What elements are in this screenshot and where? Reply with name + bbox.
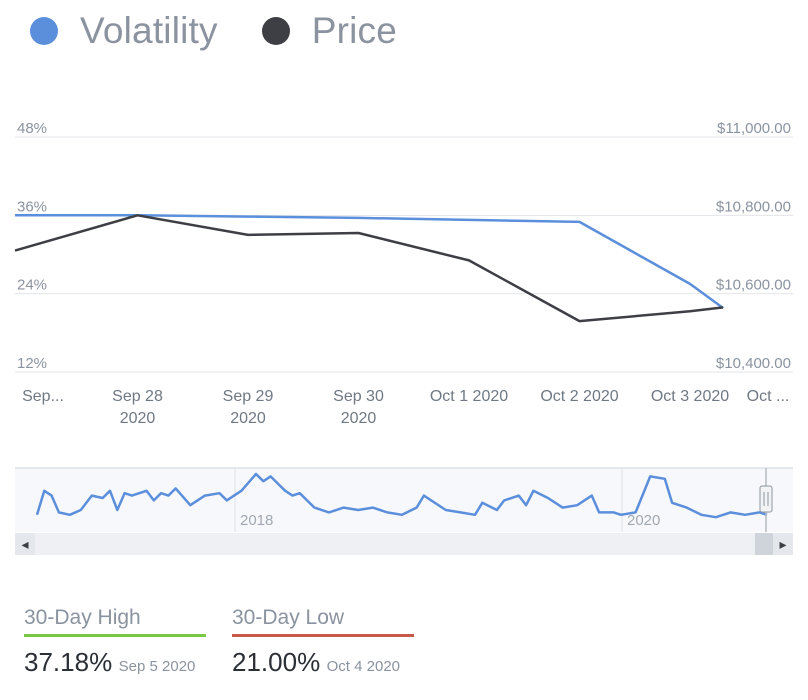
x-tick-label: Oct 3 2020 [651,388,729,405]
y-left-tick-label: 24% [17,277,47,294]
x-tick-label: Oct 1 2020 [430,388,508,405]
stat-low-label: 30-Day Low [232,606,414,637]
volatility-legend-marker [30,17,58,45]
navigator-background [15,468,793,532]
x-tick-label: Sep 29 [223,388,274,405]
stats-panel: 30-Day High 37.18% Sep 5 2020 30-Day Low… [24,606,440,678]
navigator-year-label: 2018 [240,512,273,529]
series-line-price [14,214,724,323]
stat-high-value: 37.18% [24,647,113,677]
legend-item-price[interactable]: Price [261,10,398,52]
stat-30-day-low: 30-Day Low 21.00% Oct 4 2020 [232,606,414,678]
stat-low-date: Oct 4 2020 [326,658,401,675]
x-tick-label: Sep 30 [333,388,384,405]
scrollbar-thumb [755,533,773,555]
y-right-tick-label: $10,800.00 [716,198,791,215]
x-tick-label: Sep... [22,388,64,405]
x-tick-label: Oct 2 2020 [540,388,618,405]
navigator-handle [759,485,773,513]
legend-label-price: Price [311,10,398,51]
stat-30-day-high: 30-Day High 37.18% Sep 5 2020 [24,606,206,678]
y-left-tick-label: 12% [17,355,47,372]
x-tick-label: 2020 [341,410,377,427]
navigator-series-line [35,472,768,519]
chart-legend: Volatility Price [30,6,441,56]
scroll-right-icon: ▸ [779,537,786,553]
y-right-tick-label: $10,600.00 [716,277,791,294]
x-tick-label: 2020 [120,410,156,427]
series-line-volatility [15,214,724,310]
y-right-tick-label: $11,000.00 [717,120,791,137]
scrollbar-right-button [773,533,793,555]
navigator-year-label: 2020 [627,512,660,529]
stat-high-label: 30-Day High [24,606,206,637]
x-tick-label: Sep 28 [112,388,163,405]
scrollbar-left-button [15,533,35,555]
price-legend-marker [261,17,290,45]
stat-high-date: Sep 5 2020 [118,658,196,675]
x-tick-label: Oct ... [747,388,790,405]
range-navigator[interactable]: 2018 2020 ◂ ▸ [0,462,808,562]
x-tick-label: 2020 [230,410,266,427]
legend-item-volatility[interactable]: Volatility [30,10,218,52]
y-left-tick-label: 48% [17,120,47,137]
stat-low-value: 21.00% [232,647,321,677]
scroll-left-icon: ◂ [21,537,28,553]
main-chart: 48% $11,000.00 36% $10,800.00 24% $10,600.00 1… [14,120,793,427]
navigator-scrollbar-track [15,533,793,555]
legend-label-volatility: Volatility [80,10,218,51]
y-right-tick-label: $10,400.00 [716,355,791,372]
y-left-tick-label: 36% [17,198,47,215]
